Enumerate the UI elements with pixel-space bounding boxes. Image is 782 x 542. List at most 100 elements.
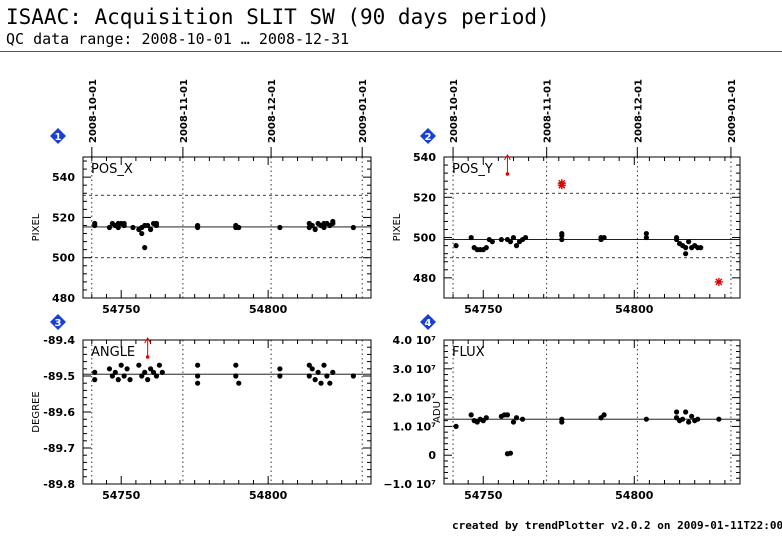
data-point	[510, 234, 517, 241]
data-point	[680, 416, 686, 422]
panel-2: 2008-10-01 2008-11-01 2008-12-01 2009-01-01…	[392, 79, 741, 316]
y-tick-label: 540	[52, 171, 75, 184]
date-tick-label: 2008-11-01	[543, 79, 554, 143]
y-tick-label: -89.8	[43, 478, 75, 491]
arrow-dot	[145, 355, 150, 359]
data-point	[195, 222, 201, 229]
data-point	[330, 369, 336, 375]
panel-3: 54750 54800 -89.8 -89.7 -89.6 -89.5 -89.4 DEGRE…	[31, 314, 372, 502]
data-point	[159, 369, 165, 375]
data-point	[127, 377, 133, 383]
data-point	[277, 224, 283, 231]
x-tick-label: 54800	[615, 489, 654, 502]
data-point	[643, 230, 649, 237]
data-point	[121, 373, 127, 379]
data-point	[673, 409, 680, 415]
data-point	[330, 220, 336, 227]
panel-1: 2008-10-01 2008-11-01 2008-12-01 2009-01-01…	[31, 79, 372, 316]
panel-4: 54750 54800 −1.0 10⁷ 0 1.0 10⁷ 2.0 10⁷ 3.0 10⁷…	[383, 314, 741, 502]
data-point	[321, 362, 327, 368]
panel-badge	[50, 128, 66, 144]
data-point	[139, 373, 145, 379]
y-axis-label: PIXEL	[31, 213, 42, 241]
data-point	[698, 245, 704, 251]
arrow-dot	[505, 172, 510, 176]
outlier-stroke	[558, 181, 566, 189]
panel-badge	[420, 128, 436, 144]
data-point	[324, 373, 330, 379]
y-tick-label: 4.0 10⁷	[393, 334, 437, 347]
data-point	[716, 416, 722, 422]
data-point	[483, 245, 489, 251]
panel-number: 1	[55, 132, 62, 143]
data-point	[124, 366, 130, 372]
x-tick-label: 54800	[249, 303, 288, 316]
y-tick-label: 500	[52, 252, 75, 265]
y-tick-label: -89.6	[43, 406, 75, 419]
date-tick-label: 2008-12-01	[267, 79, 278, 143]
header-divider	[0, 51, 782, 52]
data-point	[453, 423, 459, 429]
y-tick-label: 2.0 10⁷	[393, 392, 437, 405]
page-subtitle: QC data range: 2008-10-01 … 2008-12-31	[6, 30, 350, 48]
data-point	[112, 369, 118, 375]
data-point	[643, 234, 649, 241]
y-tick-label: -89.4	[43, 334, 75, 347]
y-tick-label: 520	[413, 191, 436, 204]
data-point	[92, 222, 98, 229]
data-point	[601, 234, 607, 241]
data-point	[689, 413, 695, 419]
date-tick-label: 2009-01-01	[358, 79, 369, 143]
data-point	[92, 369, 98, 375]
data-point	[686, 239, 692, 245]
data-point	[350, 373, 356, 379]
data-point	[673, 236, 680, 243]
y-tick-label: 1.0 10⁷	[393, 420, 437, 433]
data-point	[559, 230, 565, 237]
data-point	[92, 377, 98, 383]
x-tick-label: 54800	[249, 489, 288, 502]
data-point	[277, 366, 283, 372]
data-point	[510, 419, 517, 425]
arrow-head	[144, 337, 152, 344]
data-point	[195, 380, 201, 386]
page-title: ISAAC: Acquisition SLIT SW (90 days peri…	[6, 5, 550, 29]
data-point	[233, 373, 239, 379]
data-point	[121, 220, 127, 227]
footer-credit: created by trendPlotter v2.0.2 on 2009-0…	[452, 519, 782, 532]
data-point	[686, 419, 692, 425]
y-tick-label: 480	[413, 272, 436, 285]
data-point	[118, 362, 124, 368]
data-point	[350, 224, 356, 231]
date-tick-label: 2008-10-01	[449, 79, 460, 143]
data-point	[153, 373, 160, 379]
panel-badge	[420, 314, 436, 330]
y-tick-label: −1.0 10⁷	[383, 478, 436, 491]
data-point	[513, 415, 520, 421]
data-point	[312, 377, 318, 383]
y-axis-label: DEGREE	[31, 391, 42, 432]
data-point	[453, 243, 459, 249]
trend-plots: 2008-10-01 2008-11-01 2008-12-01 2009-01-01…	[31, 79, 741, 502]
data-point	[142, 369, 148, 375]
param-label: ANGLE	[91, 345, 135, 360]
data-point	[142, 245, 148, 251]
data-point	[559, 416, 565, 422]
data-point	[106, 366, 113, 372]
data-point	[683, 409, 689, 415]
date-tick-label: 2008-11-01	[179, 79, 190, 143]
data-point	[195, 362, 201, 368]
data-point	[147, 226, 154, 233]
y-axis-label: PIXEL	[392, 213, 403, 241]
data-point	[195, 373, 201, 379]
data-point	[504, 412, 511, 418]
y-tick-label: -89.7	[43, 442, 75, 455]
y-tick-label: -89.5	[43, 370, 75, 383]
plot-frame	[82, 156, 372, 299]
y-tick-label: 500	[413, 232, 436, 245]
data-point	[277, 373, 283, 379]
data-point	[150, 369, 157, 375]
data-point	[513, 243, 520, 249]
data-point	[483, 415, 489, 421]
data-point	[139, 230, 145, 237]
